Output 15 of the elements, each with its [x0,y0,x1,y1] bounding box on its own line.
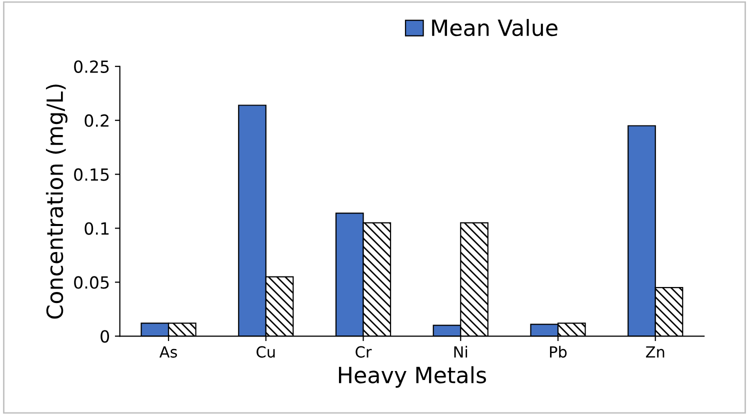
y-tick-label: 0.25 [74,60,109,73]
y-tick-label: 0 [100,330,110,343]
x-tick-label: Cr [356,346,372,358]
y-axis-title: Concentration (mg/L) [46,84,68,319]
x-tick-label: Ni [454,346,468,358]
y-tick-label: 0.1 [84,222,109,235]
x-tick-label: Pb [550,346,567,358]
x-tick-label: Zn [646,346,664,358]
x-tick-label: As [159,346,177,358]
x-tick-label: Cu [256,346,275,358]
y-tick-label: 0.15 [74,168,109,181]
y-tick-label: 0.2 [84,114,108,127]
y-tick-label: 0.05 [74,276,109,289]
x-axis-title: Heavy Metals [338,366,486,388]
legend-label: Mean Value [432,18,558,36]
